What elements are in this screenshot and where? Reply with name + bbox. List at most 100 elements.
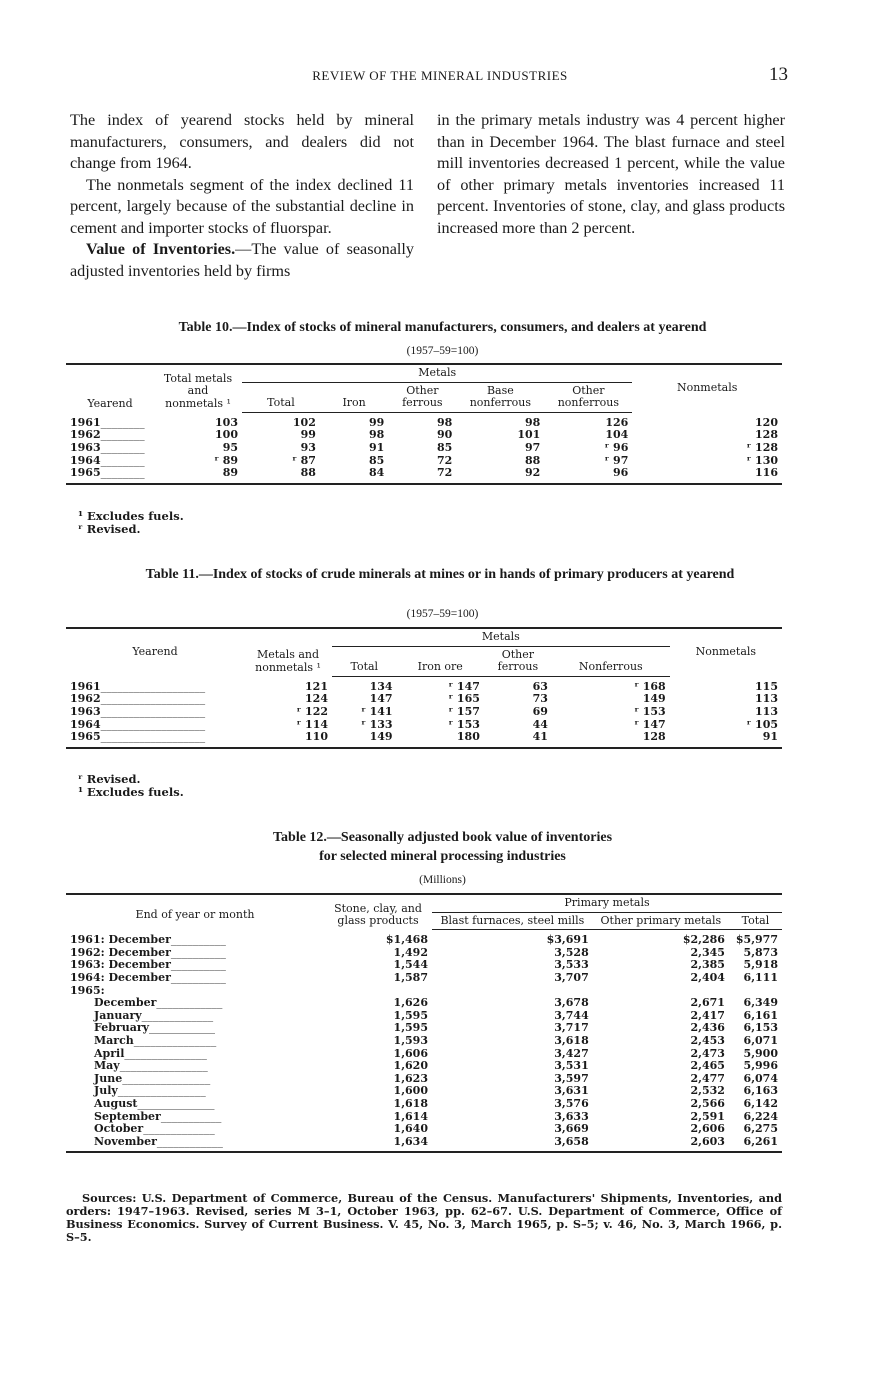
row-label-text: 1962: December xyxy=(70,945,171,959)
table-cell: ʳ 89 xyxy=(214,453,238,467)
row-label-text: October xyxy=(94,1122,144,1136)
table-row: 1964: December__________ 1,587 3,707 2,404 6… xyxy=(66,970,782,985)
row-label-text: August xyxy=(94,1096,138,1110)
row-label-text: April xyxy=(94,1046,125,1060)
dot-leader: ___________________ xyxy=(100,679,206,693)
table-cell: 72 xyxy=(437,466,453,480)
table-cell: ʳ 153 xyxy=(634,704,666,718)
table-row: 1963: December__________ 1,544 3,533 2,385 5… xyxy=(66,959,782,972)
row-label: 1964___________________ xyxy=(66,717,244,732)
table-row: October_____________ 1,640 3,669 2,606 6,275 xyxy=(66,1122,782,1136)
table-cell: 6,074 xyxy=(743,1071,778,1085)
table-cell: 1,600 xyxy=(393,1084,428,1098)
row-label-text: 1964 xyxy=(70,453,101,467)
row-label: January_____________ xyxy=(66,1008,324,1023)
table-cell: 2,417 xyxy=(690,1008,725,1022)
table-cell: 102 xyxy=(292,415,316,429)
col-header: Nonmetals xyxy=(676,381,738,395)
table-cell: 6,163 xyxy=(743,1084,778,1098)
table-cell: ʳ 157 xyxy=(448,704,480,718)
table-cell: 3,717 xyxy=(554,1021,589,1035)
footnote: ʳ Revised. xyxy=(78,522,141,536)
table12: End of year or month Stone, clay, and gl… xyxy=(66,893,782,1154)
dot-leader: ________ xyxy=(100,440,145,454)
dot-leader: ___________________ xyxy=(100,717,206,731)
table-cell: 1,614 xyxy=(393,1109,428,1123)
table-cell: 1,492 xyxy=(393,945,428,959)
table-cell: 99 xyxy=(369,415,385,429)
table-cell: 6,261 xyxy=(743,1134,778,1148)
table-cell: 2,671 xyxy=(690,996,725,1010)
table-cell: 2,566 xyxy=(690,1096,725,1110)
col-group-header: Primary metals xyxy=(432,894,782,913)
dot-leader: ___________________ xyxy=(100,692,206,706)
table-row: 1961: December__________ $1,468 $3,691 $2,2… xyxy=(66,930,782,947)
table-cell: ʳ 168 xyxy=(634,679,666,693)
table11-subtitle: (1957–59=100) xyxy=(406,608,479,620)
row-label: 1961___________________ xyxy=(66,676,244,693)
paragraph: in the primary metals industry was 4 per… xyxy=(437,111,785,237)
table-cell: 3,576 xyxy=(554,1096,589,1110)
row-label: April_______________ xyxy=(66,1046,324,1061)
table-cell: 3,669 xyxy=(554,1122,589,1136)
table-row: December____________ 1,626 3,678 2,671 6,349 xyxy=(66,996,782,1010)
table12-sources: Sources: U.S. Department of Commerce, Bu… xyxy=(66,1191,782,1244)
table-cell: 6,111 xyxy=(743,970,778,984)
dot-leader: ________ xyxy=(100,415,145,429)
dot-leader: ________________ xyxy=(122,1071,211,1085)
table-cell: ʳ 97 xyxy=(604,453,629,467)
table-cell: 2,591 xyxy=(690,1109,725,1123)
text-column-left: The index of yearend stocks held by mine… xyxy=(70,110,414,282)
table-row: 1965: xyxy=(66,984,782,998)
table-row: March_______________ 1,593 3,618 2,453 6,071 xyxy=(66,1034,782,1048)
col-header: Iron ore xyxy=(396,646,484,677)
table-cell: $5,977 xyxy=(735,933,778,947)
table-cell: 95 xyxy=(222,440,238,454)
table-cell: 1,634 xyxy=(393,1134,428,1148)
dot-leader: __________ xyxy=(170,958,226,972)
dot-leader: _______________ xyxy=(124,1046,207,1060)
table-cell: 84 xyxy=(369,466,385,480)
table-cell: 72 xyxy=(437,453,453,467)
table-cell: 5,996 xyxy=(743,1059,778,1073)
row-label-text: January xyxy=(94,1008,142,1022)
row-label: 1961: December__________ xyxy=(66,930,324,947)
table-cell: ʳ 96 xyxy=(604,440,629,454)
dot-leader: ________ xyxy=(100,428,145,442)
table-row: 1961___________________ 121 134 ʳ 147 63 ʳ 16… xyxy=(66,676,782,693)
table-cell: 2,436 xyxy=(690,1021,725,1035)
table-cell: 110 xyxy=(305,730,328,744)
dot-leader: ___________________ xyxy=(100,704,206,718)
dot-leader: ______________ xyxy=(137,1096,215,1110)
dot-leader: ________ xyxy=(100,453,145,467)
table-cell: 101 xyxy=(517,428,541,442)
table-cell: 2,345 xyxy=(690,945,725,959)
table-cell: 3,631 xyxy=(554,1084,589,1098)
table-row: 1962________ 100 99 98 90 101 104 128 xyxy=(66,429,782,442)
run-in-heading: Value of Inventories. xyxy=(86,240,236,258)
footnote: ¹ Excludes fuels. xyxy=(78,785,184,799)
table-cell: 96 xyxy=(613,466,629,480)
table-cell: 1,587 xyxy=(393,970,428,984)
table-row: 1965________ 89 88 84 72 92 96 116 xyxy=(66,466,782,484)
dot-leader: ____________ xyxy=(156,996,223,1010)
table-cell: 85 xyxy=(369,453,385,467)
table-cell: ʳ 165 xyxy=(448,692,480,706)
table-row: 1964________ ʳ 89 ʳ 87 85 72 88 ʳ 97 ʳ 130 xyxy=(66,453,782,468)
dot-leader: ____________ xyxy=(149,1021,216,1035)
table-cell: 1,595 xyxy=(393,1021,428,1035)
row-label: 1963________ xyxy=(66,440,154,455)
row-label: July________________ xyxy=(66,1085,324,1098)
row-label: 1962________ xyxy=(66,429,154,442)
table-cell: 128 xyxy=(642,730,666,744)
table-cell: ʳ 153 xyxy=(448,717,480,731)
table-cell: 91 xyxy=(369,440,385,454)
col-header: Total xyxy=(728,912,782,931)
table-cell: 44 xyxy=(532,717,548,731)
table-cell: ʳ 133 xyxy=(361,717,393,731)
table-cell: 2,606 xyxy=(690,1122,725,1136)
table-cell: $1,468 xyxy=(385,932,428,946)
table-cell: 92 xyxy=(525,466,541,480)
table-cell: 1,606 xyxy=(393,1046,428,1060)
row-label: August______________ xyxy=(66,1096,324,1111)
